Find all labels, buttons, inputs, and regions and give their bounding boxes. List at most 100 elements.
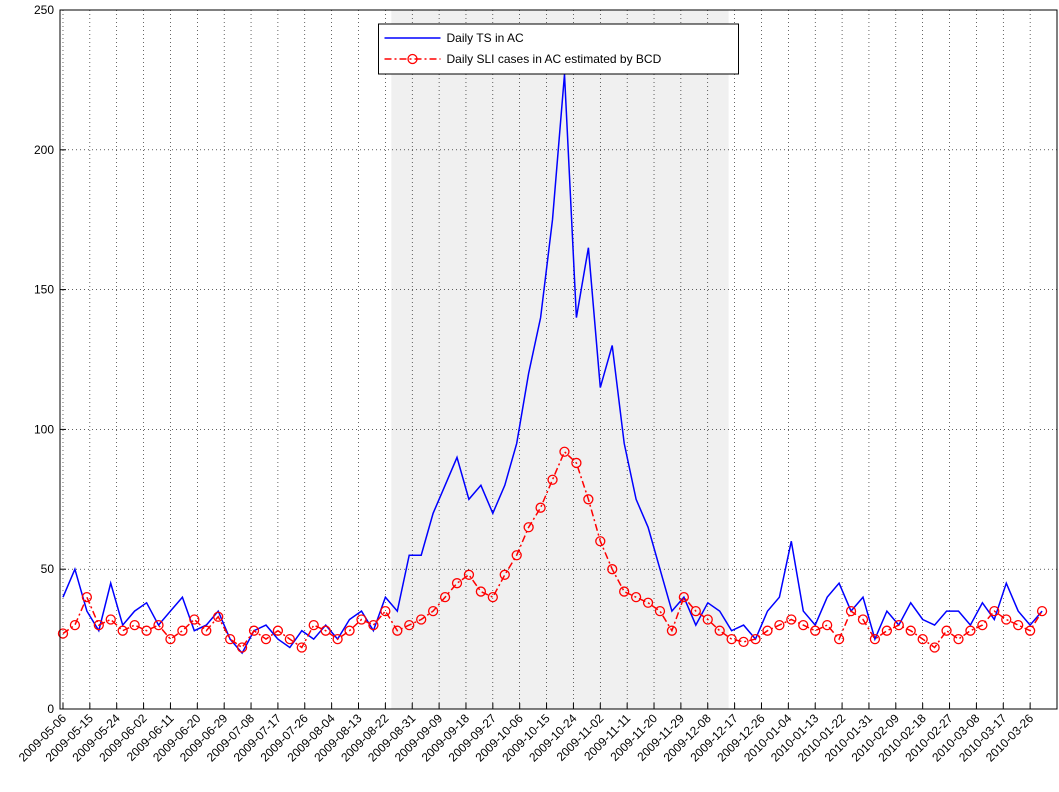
series-marker bbox=[690, 605, 701, 617]
series-marker bbox=[571, 457, 582, 469]
series-marker bbox=[523, 522, 534, 533]
series-marker bbox=[547, 474, 558, 485]
series-marker bbox=[57, 628, 69, 639]
series-marker bbox=[451, 578, 463, 589]
series-marker bbox=[822, 619, 833, 631]
series-marker bbox=[117, 625, 128, 636]
series-marker bbox=[272, 625, 284, 636]
y-tick-label: 150 bbox=[34, 283, 54, 297]
series-marker bbox=[213, 611, 224, 622]
series-marker bbox=[189, 614, 200, 625]
series-marker bbox=[607, 564, 618, 575]
series-marker bbox=[642, 597, 654, 608]
series-marker bbox=[726, 633, 737, 645]
series-marker bbox=[786, 614, 797, 625]
series-marker bbox=[416, 614, 427, 625]
series-marker bbox=[201, 625, 212, 636]
series-marker bbox=[678, 592, 690, 603]
series-marker bbox=[141, 625, 152, 636]
y-tick-label: 250 bbox=[34, 3, 54, 17]
series-marker bbox=[917, 633, 928, 645]
series-marker bbox=[356, 614, 367, 625]
series-marker bbox=[762, 625, 773, 636]
series-marker bbox=[1036, 605, 1048, 617]
series-line bbox=[62, 74, 1043, 655]
series-marker bbox=[965, 625, 976, 636]
legend-box bbox=[378, 23, 739, 75]
series-marker bbox=[630, 592, 642, 603]
legend-label: Daily SLI cases in AC estimated by BCD bbox=[447, 52, 662, 66]
series-marker bbox=[1024, 625, 1036, 636]
series-marker bbox=[619, 586, 630, 597]
series-marker bbox=[929, 642, 940, 653]
series-marker bbox=[881, 625, 893, 636]
series-marker bbox=[427, 605, 439, 617]
series-marker bbox=[977, 619, 988, 631]
series-marker bbox=[666, 625, 678, 636]
series-marker bbox=[308, 619, 319, 631]
series-marker bbox=[750, 633, 761, 645]
series-marker bbox=[153, 619, 164, 631]
series-marker bbox=[248, 625, 260, 636]
series-marker bbox=[702, 614, 713, 625]
series-marker bbox=[404, 619, 415, 631]
y-tick-label: 200 bbox=[34, 143, 54, 157]
series-marker bbox=[774, 619, 785, 631]
series-marker bbox=[1013, 619, 1024, 631]
series-marker bbox=[893, 619, 904, 631]
series-marker bbox=[905, 625, 916, 636]
axes-layer: 0501001502002502009-05-062009-05-152009-… bbox=[16, 3, 1058, 765]
legend-label: Daily TS in AC bbox=[447, 31, 524, 45]
series-marker bbox=[845, 605, 857, 617]
series-marker bbox=[344, 625, 355, 636]
series-marker bbox=[81, 592, 93, 603]
series-marker bbox=[798, 619, 809, 631]
series-marker bbox=[475, 586, 487, 597]
series-line bbox=[62, 450, 1043, 649]
series-marker bbox=[368, 619, 379, 631]
series-marker bbox=[177, 625, 188, 636]
series-marker bbox=[380, 605, 391, 617]
series-marker bbox=[953, 633, 964, 645]
series-marker bbox=[989, 605, 1000, 617]
series-marker bbox=[833, 633, 845, 645]
series-marker bbox=[165, 633, 176, 645]
series-marker bbox=[654, 605, 666, 617]
series-marker bbox=[332, 633, 343, 645]
series-marker bbox=[296, 642, 307, 653]
series-marker bbox=[559, 446, 570, 457]
series-marker bbox=[595, 536, 606, 547]
series-marker bbox=[69, 619, 81, 631]
series-marker bbox=[260, 633, 272, 645]
series-marker bbox=[224, 633, 236, 645]
plot-frame bbox=[59, 9, 1058, 710]
series-marker bbox=[1001, 614, 1012, 625]
y-tick-label: 100 bbox=[34, 422, 54, 436]
series-marker bbox=[535, 502, 546, 513]
series-marker bbox=[583, 494, 594, 505]
series-marker bbox=[392, 625, 403, 636]
data-layer bbox=[57, 74, 1048, 655]
series-marker bbox=[284, 633, 295, 645]
grid-layer bbox=[60, 9, 1057, 710]
series-marker bbox=[93, 619, 104, 631]
series-marker bbox=[810, 625, 821, 636]
series-marker bbox=[463, 569, 475, 580]
series-marker bbox=[857, 614, 869, 625]
series-marker bbox=[129, 619, 140, 631]
series-marker bbox=[738, 636, 749, 648]
series-marker bbox=[320, 625, 331, 636]
series-marker bbox=[105, 614, 116, 625]
series-marker bbox=[941, 625, 952, 636]
series-marker bbox=[487, 592, 498, 603]
y-tick-label: 50 bbox=[41, 562, 55, 576]
series-marker bbox=[236, 642, 248, 653]
legend-marker bbox=[407, 53, 418, 65]
legend: Daily TS in AC Daily SLI cases in AC esti… bbox=[378, 23, 739, 75]
series-marker bbox=[499, 569, 510, 580]
series-marker bbox=[511, 550, 522, 561]
series-marker bbox=[439, 592, 451, 603]
series-marker bbox=[714, 625, 725, 636]
y-tick-label: 0 bbox=[47, 702, 54, 716]
